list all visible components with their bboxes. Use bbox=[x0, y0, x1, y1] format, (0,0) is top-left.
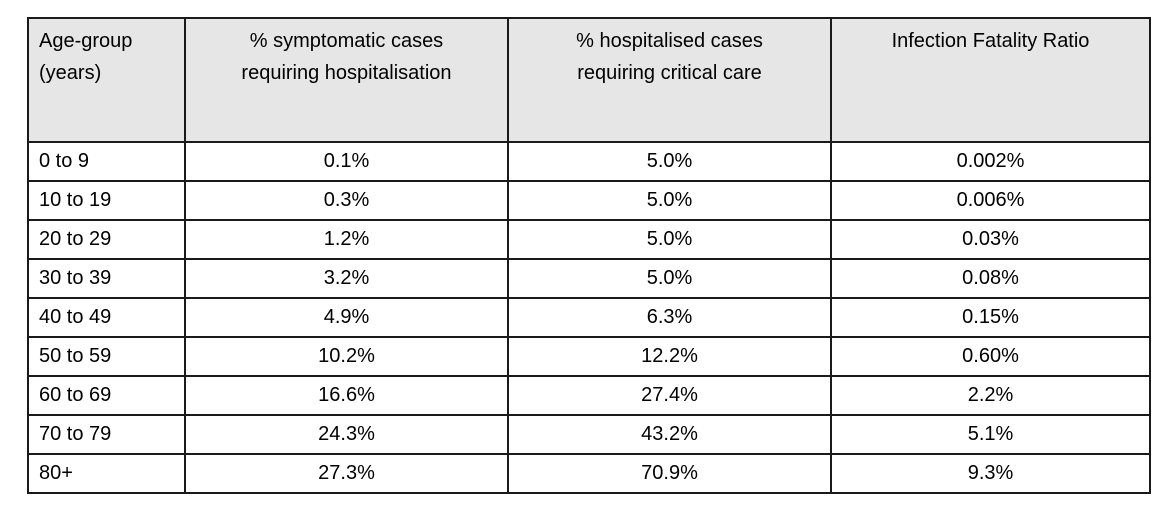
table-row: 30 to 39 3.2% 5.0% 0.08% bbox=[27, 258, 1151, 299]
cell-ifr: 0.002% bbox=[830, 141, 1151, 182]
cell-critical-care: 5.0% bbox=[507, 180, 832, 221]
cell-critical-care: 5.0% bbox=[507, 141, 832, 182]
cell-age-group: 50 to 59 bbox=[27, 336, 186, 377]
cell-age-group: 30 to 39 bbox=[27, 258, 186, 299]
header-row: Age-group (years) % symptomatic cases re… bbox=[27, 17, 1151, 143]
cell-ifr: 2.2% bbox=[830, 375, 1151, 416]
cell-ifr: 0.60% bbox=[830, 336, 1151, 377]
table-row: 60 to 69 16.6% 27.4% 2.2% bbox=[27, 375, 1151, 416]
cell-age-group: 80+ bbox=[27, 453, 186, 494]
cell-age-group: 60 to 69 bbox=[27, 375, 186, 416]
cell-ifr: 5.1% bbox=[830, 414, 1151, 455]
age-severity-table: Age-group (years) % symptomatic cases re… bbox=[27, 17, 1151, 494]
cell-symptomatic: 3.2% bbox=[184, 258, 509, 299]
cell-ifr: 9.3% bbox=[830, 453, 1151, 494]
table-row: 80+ 27.3% 70.9% 9.3% bbox=[27, 453, 1151, 494]
cell-symptomatic: 0.1% bbox=[184, 141, 509, 182]
cell-critical-care: 6.3% bbox=[507, 297, 832, 338]
table-row: 10 to 19 0.3% 5.0% 0.006% bbox=[27, 180, 1151, 221]
cell-age-group: 70 to 79 bbox=[27, 414, 186, 455]
column-header-age-group: Age-group (years) bbox=[27, 17, 186, 143]
table-row: 40 to 49 4.9% 6.3% 0.15% bbox=[27, 297, 1151, 338]
cell-symptomatic: 27.3% bbox=[184, 453, 509, 494]
column-header-symptomatic-hospitalisation: % symptomatic cases requiring hospitalis… bbox=[184, 17, 509, 143]
table-row: 70 to 79 24.3% 43.2% 5.1% bbox=[27, 414, 1151, 455]
table-row: 50 to 59 10.2% 12.2% 0.60% bbox=[27, 336, 1151, 377]
cell-symptomatic: 10.2% bbox=[184, 336, 509, 377]
cell-ifr: 0.006% bbox=[830, 180, 1151, 221]
cell-symptomatic: 24.3% bbox=[184, 414, 509, 455]
cell-critical-care: 5.0% bbox=[507, 219, 832, 260]
cell-age-group: 10 to 19 bbox=[27, 180, 186, 221]
column-header-infection-fatality-ratio: Infection Fatality Ratio bbox=[830, 17, 1151, 143]
cell-critical-care: 5.0% bbox=[507, 258, 832, 299]
cell-symptomatic: 1.2% bbox=[184, 219, 509, 260]
cell-symptomatic: 0.3% bbox=[184, 180, 509, 221]
cell-symptomatic: 4.9% bbox=[184, 297, 509, 338]
cell-ifr: 0.03% bbox=[830, 219, 1151, 260]
cell-age-group: 0 to 9 bbox=[27, 141, 186, 182]
table-row: 0 to 9 0.1% 5.0% 0.002% bbox=[27, 141, 1151, 182]
cell-symptomatic: 16.6% bbox=[184, 375, 509, 416]
cell-critical-care: 70.9% bbox=[507, 453, 832, 494]
cell-critical-care: 43.2% bbox=[507, 414, 832, 455]
cell-age-group: 40 to 49 bbox=[27, 297, 186, 338]
cell-ifr: 0.15% bbox=[830, 297, 1151, 338]
cell-age-group: 20 to 29 bbox=[27, 219, 186, 260]
cell-critical-care: 12.2% bbox=[507, 336, 832, 377]
cell-ifr: 0.08% bbox=[830, 258, 1151, 299]
table-row: 20 to 29 1.2% 5.0% 0.03% bbox=[27, 219, 1151, 260]
cell-critical-care: 27.4% bbox=[507, 375, 832, 416]
column-header-hospitalised-critical-care: % hospitalised cases requiring critical … bbox=[507, 17, 832, 143]
